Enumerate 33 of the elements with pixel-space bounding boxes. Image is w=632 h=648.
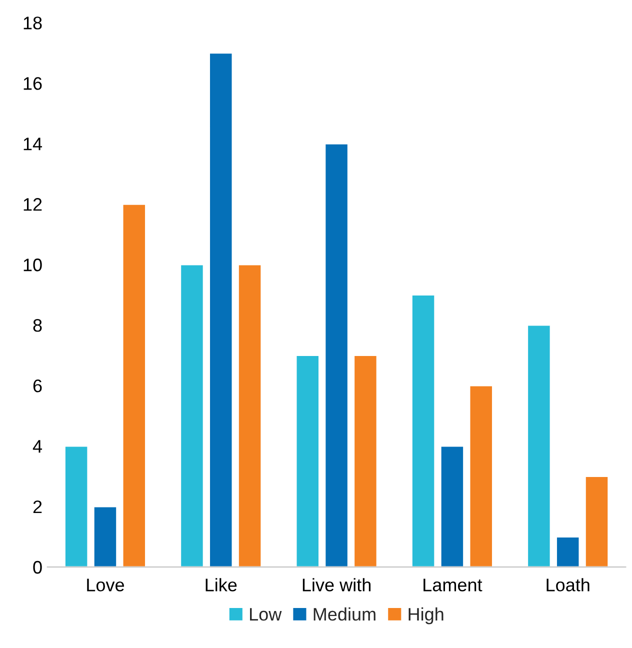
y-tick-label: 18	[24, 16, 42, 30]
y-tick-label: 16	[24, 77, 42, 90]
bar	[526, 324, 552, 567]
bar	[295, 354, 320, 567]
bar	[208, 52, 234, 567]
y-tick-label: 12	[24, 198, 42, 211]
bar	[180, 264, 204, 567]
bar	[468, 384, 494, 567]
bar	[556, 536, 580, 567]
legend-label: Low	[250, 608, 282, 621]
y-tick-label: 2	[33, 500, 42, 514]
y-tick-label: 0	[33, 560, 42, 574]
legend-label: Medium	[314, 607, 376, 621]
y-tick-label: 10	[24, 258, 42, 272]
bar	[92, 506, 118, 567]
legend-label: High	[408, 607, 444, 624]
x-tick-label: Loath	[546, 578, 590, 592]
bar	[411, 294, 436, 567]
y-tick-label: 6	[33, 379, 42, 392]
bar	[324, 142, 349, 567]
bar	[440, 445, 464, 567]
x-tick-label: Love	[87, 578, 124, 592]
x-tick-label: Live with	[302, 578, 370, 592]
bar	[64, 445, 89, 567]
y-tick-label: 8	[33, 319, 42, 332]
bar	[353, 354, 378, 567]
y-tick-label: 4	[32, 440, 42, 453]
x-tick-label: Like	[206, 578, 237, 592]
bar	[238, 264, 262, 567]
bar	[584, 476, 610, 567]
bar	[122, 203, 146, 567]
y-tick-label: 14	[24, 138, 42, 150]
x-tick-label: Lament	[424, 578, 482, 592]
